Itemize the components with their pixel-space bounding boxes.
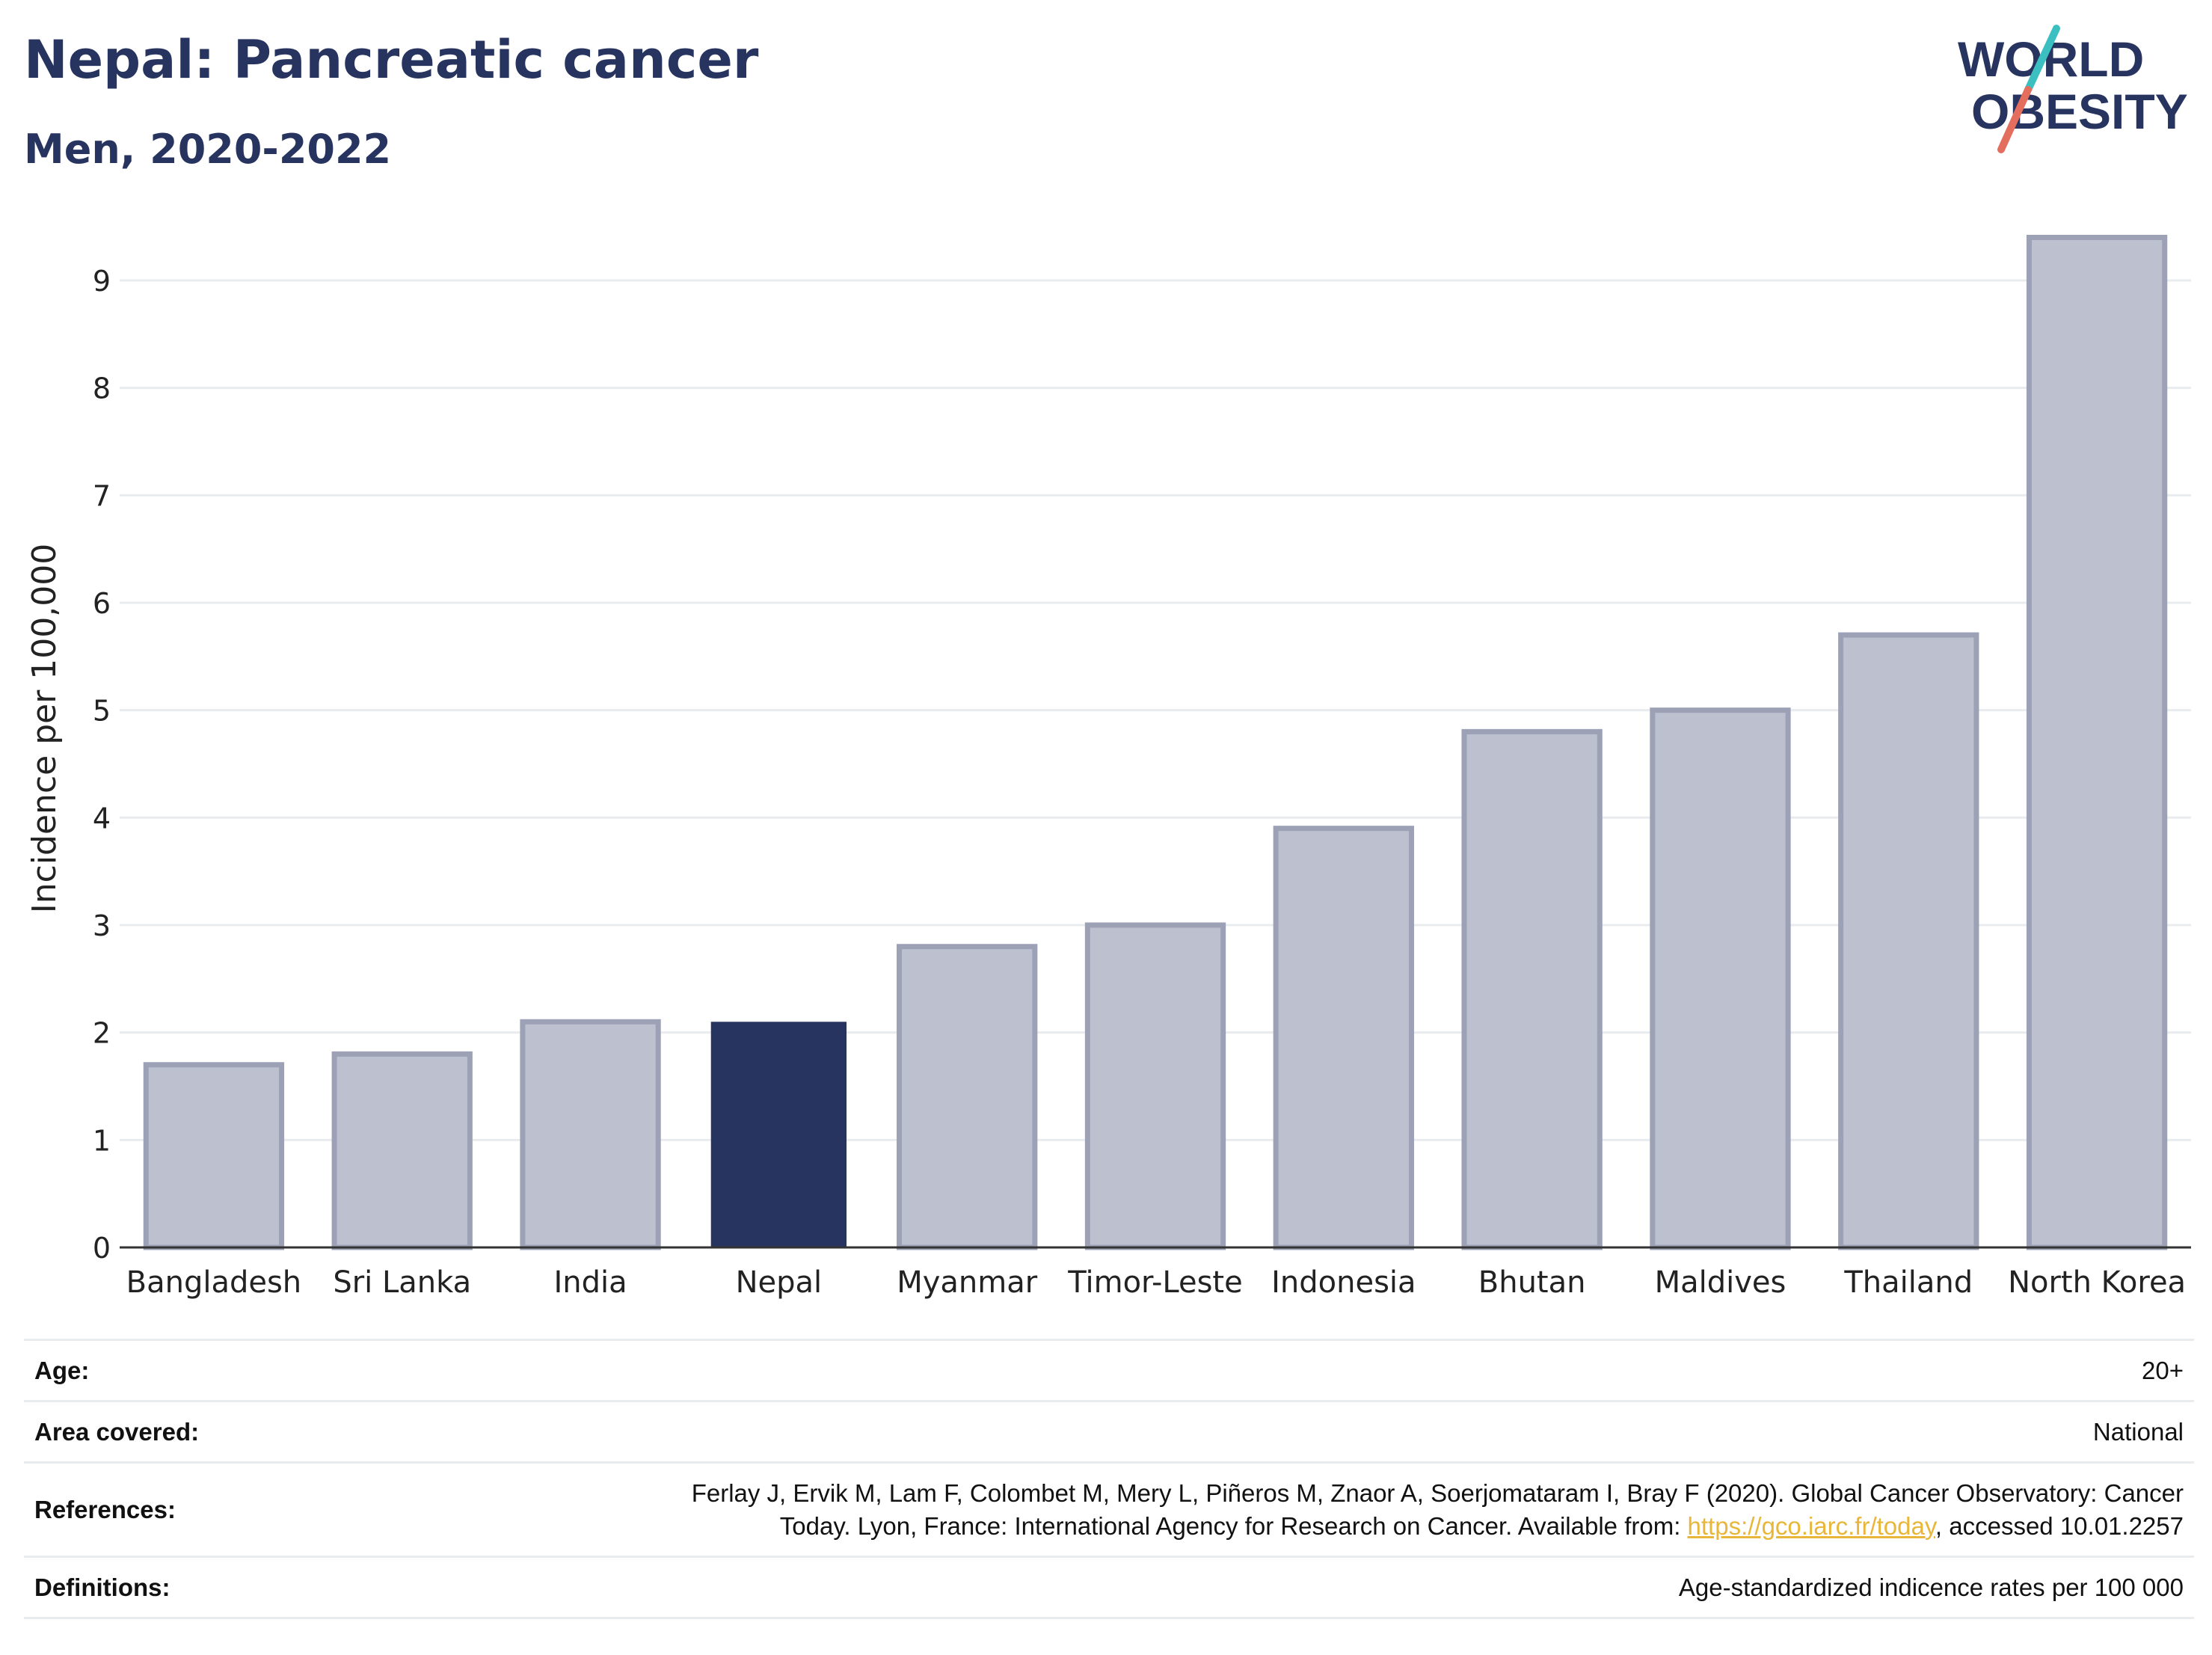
logo-slash-teal [2024, 25, 2060, 93]
bar-nepal [710, 1022, 847, 1247]
y-tick-labels: 0 1 2 3 4 5 6 7 8 9 [93, 265, 111, 1265]
bars [143, 234, 2168, 1250]
meta-row-references: References: Ferlay J, Ervik M, Lam F, Co… [24, 1461, 2194, 1557]
x-tick-label: Bhutan [1478, 1265, 1586, 1300]
definitions-value: Age-standardized indicence rates per 100… [260, 1556, 2194, 1619]
y-tick-label: 1 [93, 1124, 111, 1157]
age-label: Age: [24, 1339, 261, 1401]
x-tick-label: Sri Lanka [333, 1265, 471, 1300]
y-tick-label: 9 [93, 265, 111, 298]
references-text-2: Today. Lyon, France: International Agenc… [779, 1511, 1688, 1540]
bar-sri-lanka [331, 1051, 473, 1250]
bar-bangladesh [143, 1062, 285, 1250]
metadata-table: Age: 20+ Area covered: National Referenc… [24, 1339, 2194, 1619]
bar-chart: 0 1 2 3 4 5 6 7 8 9 Bangladesh Sri Lanka India Nepal… [25, 234, 2191, 1300]
chart-subtitle: Men, 2020-2022 [24, 126, 392, 173]
x-tick-labels: Bangladesh Sri Lanka India Nepal Myanmar Timo… [126, 1265, 2186, 1300]
y-axis-label: Incidence per 100,000 [25, 544, 64, 913]
x-tick-label: Bangladesh [126, 1265, 302, 1300]
meta-row-area: Area covered: National [24, 1400, 2194, 1463]
references-value: Ferlay J, Ervik M, Lam F, Colombet M, Me… [260, 1461, 2194, 1557]
x-tick-label: Maldives [1655, 1265, 1787, 1300]
bar-bhutan [1461, 728, 1603, 1250]
definitions-label: Definitions: [24, 1556, 261, 1619]
y-tick-label: 5 [93, 695, 111, 728]
x-tick-label: Myanmar [897, 1265, 1038, 1300]
y-tick-label: 3 [93, 909, 111, 942]
area-label: Area covered: [24, 1400, 261, 1463]
bar-india [520, 1019, 661, 1250]
logo-slash-coral [1997, 86, 2032, 153]
bar-maldives [1650, 707, 1791, 1250]
references-text-3: , accessed 10.01.2257 [1935, 1511, 2184, 1540]
bar-thailand [1838, 632, 1979, 1250]
area-value: National [260, 1400, 2194, 1463]
bar-north-korea [2026, 234, 2168, 1250]
references-link[interactable]: https://gco.iarc.fr/today [1687, 1511, 1935, 1540]
x-tick-label: Indonesia [1271, 1265, 1416, 1300]
world-obesity-logo: WORLD OBESITY [1958, 25, 2188, 153]
meta-row-age: Age: 20+ [24, 1339, 2194, 1401]
references-text-1: Ferlay J, Ervik M, Lam F, Colombet M, Me… [691, 1479, 2184, 1507]
y-tick-label: 0 [93, 1232, 111, 1265]
y-tick-label: 7 [93, 479, 111, 512]
references-label: References: [24, 1461, 261, 1557]
x-tick-label: Timor-Leste [1067, 1265, 1242, 1300]
y-tick-label: 4 [93, 802, 111, 835]
y-tick-label: 2 [93, 1017, 111, 1050]
bar-timor-leste [1084, 922, 1226, 1250]
bar-indonesia [1273, 826, 1414, 1250]
x-tick-label: India [553, 1265, 627, 1300]
meta-row-definitions: Definitions: Age-standardized indicence … [24, 1556, 2194, 1619]
x-tick-label: Nepal [736, 1265, 823, 1300]
y-tick-label: 6 [93, 587, 111, 620]
age-value: 20+ [260, 1339, 2194, 1401]
bar-myanmar [897, 944, 1038, 1250]
chart-title: Nepal: Pancreatic cancer [24, 29, 759, 90]
y-tick-label: 8 [93, 372, 111, 405]
x-tick-label: Thailand [1843, 1265, 1973, 1300]
x-tick-label: North Korea [2008, 1265, 2186, 1300]
